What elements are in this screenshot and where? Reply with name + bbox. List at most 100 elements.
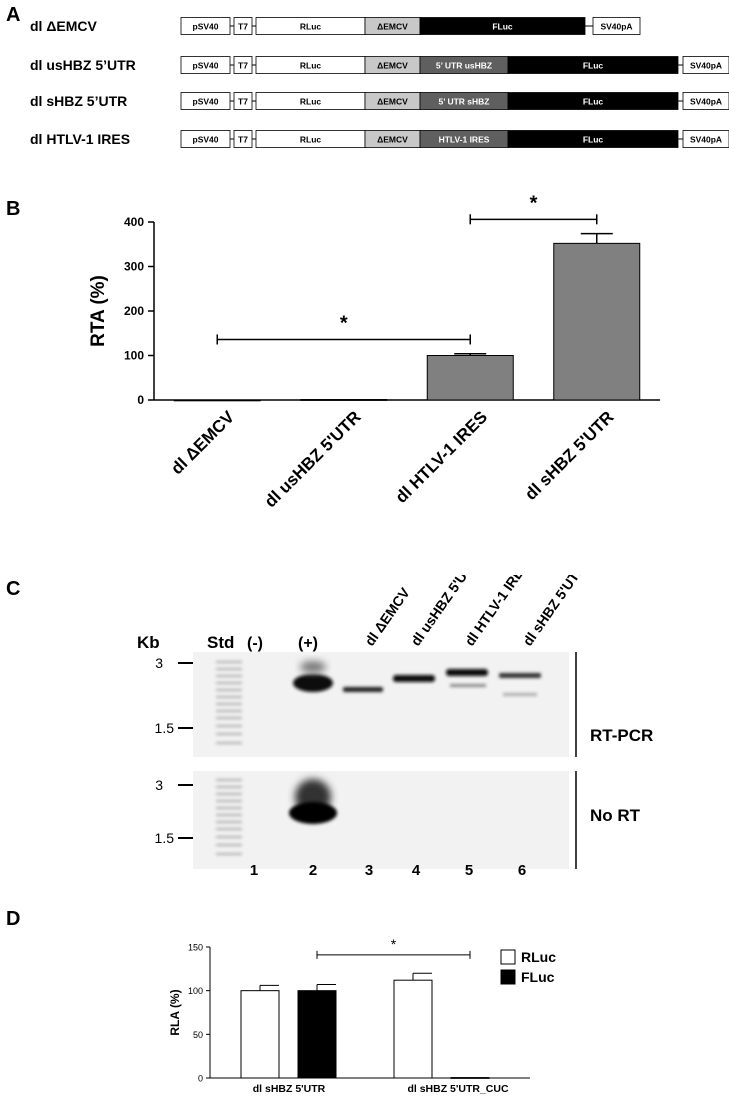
construct-element-label: FLuc <box>583 97 604 107</box>
band-lane5 <box>446 669 488 676</box>
x-tick-label: dl sHBZ 5'UTR <box>253 1083 326 1095</box>
y-tick-label: 0 <box>198 1074 203 1084</box>
marker-3-bottom: 3 <box>155 777 163 793</box>
band-lane6 <box>499 673 541 678</box>
lane-number-2: 2 <box>309 862 317 879</box>
construct-name: dl sHBZ 5’UTR <box>30 93 127 109</box>
legend-label: FLuc <box>521 969 555 985</box>
x-tick-label: dl sHBZ 5'UTR_CUC <box>407 1083 509 1095</box>
construct-element-box <box>682 92 729 110</box>
construct-element-label: ΔEMCV <box>377 135 408 145</box>
construct-element-label: T7 <box>238 135 248 145</box>
construct-element-label: T7 <box>238 97 248 107</box>
y-tick-label: 400 <box>124 215 144 229</box>
y-tick-label: 100 <box>188 986 203 996</box>
construct-element-label: T7 <box>238 22 248 32</box>
legend-swatch <box>500 949 516 965</box>
band-lane6-faint <box>503 693 537 696</box>
ladder-top <box>216 661 242 744</box>
std-label: Std <box>207 633 234 652</box>
x-tick-label: dl sHBZ 5'UTR <box>521 407 617 503</box>
construct-name: dl ΔEMCV <box>30 18 98 34</box>
construct-element-label: FLuc <box>492 22 513 32</box>
construct-element-box <box>233 92 253 110</box>
y-tick-label: 50 <box>193 1030 203 1040</box>
construct-element-label: T7 <box>238 61 248 71</box>
construct-element-box <box>233 56 253 74</box>
panel-d-letter: D <box>6 908 21 930</box>
y-axis-label: RLA (%) <box>168 989 182 1035</box>
gel-rt-pcr <box>193 652 569 757</box>
lane-header-3: dl ΔEMCV <box>361 584 413 648</box>
marker-1.5-top: 1.5 <box>155 720 175 736</box>
lane-number-6: 6 <box>518 862 526 879</box>
construct-element-label: FLuc <box>583 135 604 145</box>
band-lane2-top <box>293 674 333 692</box>
y-tick-label: 300 <box>124 260 144 274</box>
legend-label: RLuc <box>521 949 556 965</box>
construct-row: dl HTLV-1 IRES pSV40 T7 RLuc ΔEMCV HTLV-1 IRE… <box>30 130 729 148</box>
lane-header-1: (-) <box>247 635 263 652</box>
lane-number-1: 1 <box>250 862 258 879</box>
bar-rluc <box>393 979 433 1079</box>
band-lane3 <box>343 687 383 692</box>
band-lane5-faint <box>450 684 486 687</box>
legend-swatch <box>500 969 516 985</box>
construct-element-box <box>592 17 641 35</box>
construct-element-label: RLuc <box>300 135 322 145</box>
construct-element-box <box>507 130 679 148</box>
y-axis-label: RTA (%) <box>88 275 109 347</box>
construct-element-label: ΔEMCV <box>377 97 408 107</box>
bar-fluc <box>297 990 337 1079</box>
construct-element-label: RLuc <box>300 22 322 32</box>
construct-element-label: SV40pA <box>600 22 632 32</box>
construct-element-label: 5’ UTR sHBZ <box>438 97 489 107</box>
lane-number-4: 4 <box>412 862 421 879</box>
gel-label-rt-pcr: RT-PCR <box>590 726 653 745</box>
construct-element-box <box>180 92 231 110</box>
construct-element-label: pSV40 <box>193 22 219 32</box>
construct-element-label: FLuc <box>583 61 604 71</box>
construct-element-label: pSV40 <box>193 61 219 71</box>
construct-name: dl HTLV-1 IRES <box>30 131 130 147</box>
bar <box>553 242 641 401</box>
band-lane4 <box>393 675 435 682</box>
construct-element-box <box>233 17 253 35</box>
construct-row: dl ΔEMCV pSV40 T7 RLuc ΔEMCV FLuc SV40pA <box>30 17 641 35</box>
construct-element-box <box>419 17 586 35</box>
construct-element-box <box>682 56 729 74</box>
bar-rluc <box>240 990 280 1079</box>
band-lane2-top-smear <box>300 661 326 673</box>
construct-element-box <box>682 130 729 148</box>
construct-element-label: SV40pA <box>690 61 722 71</box>
significance-star: * <box>530 195 538 214</box>
construct-element-label: HTLV-1 IRES <box>439 135 490 145</box>
rla-bar-chart: 0 50 100 150 RLA (%) dl sHBZ 5'UTR dl sHBZ 5'U… <box>168 936 556 1095</box>
significance-star: * <box>391 936 397 952</box>
construct-name: dl usHBZ 5’UTR <box>30 57 136 73</box>
x-tick-label: dl HTLV-1 IRES <box>392 407 491 506</box>
bar-fluc <box>450 1077 490 1079</box>
y-tick-label: 0 <box>137 393 144 407</box>
lane-header-6: dl sHBZ 5'UTR <box>519 575 588 649</box>
construct-element-label: SV40pA <box>690 97 722 107</box>
rta-bar-chart: 0 100 200 300 400 RTA (%) dl ΔEMCV dl usHBZ 5'U… <box>88 195 660 511</box>
gel-no-rt <box>193 771 569 869</box>
construct-row: dl usHBZ 5’UTR pSV40 T7 RLuc ΔEMCV 5’ UTR usH… <box>30 56 729 74</box>
construct-element-label: pSV40 <box>193 97 219 107</box>
construct-diagram: dl ΔEMCV pSV40 T7 RLuc ΔEMCV FLuc SV40pA dl usH… <box>30 17 729 148</box>
construct-element-box <box>180 130 231 148</box>
gel-label-no-rt: No RT <box>590 806 641 825</box>
x-tick-label: dl usHBZ 5'UTR <box>261 407 365 511</box>
construct-element-box <box>507 56 679 74</box>
kb-label: Kb <box>137 633 160 652</box>
lane-header-2: (+) <box>298 635 318 652</box>
panel-c-letter: C <box>6 578 21 600</box>
panel-a-letter: A <box>6 4 21 26</box>
construct-element-box <box>233 130 253 148</box>
bar <box>300 399 388 401</box>
lane-number-3: 3 <box>365 862 373 879</box>
construct-element-label: ΔEMCV <box>377 22 408 32</box>
construct-element-box <box>507 92 679 110</box>
construct-row: dl sHBZ 5’UTR pSV40 T7 RLuc ΔEMCV 5’ UTR sHBZ… <box>30 92 729 110</box>
